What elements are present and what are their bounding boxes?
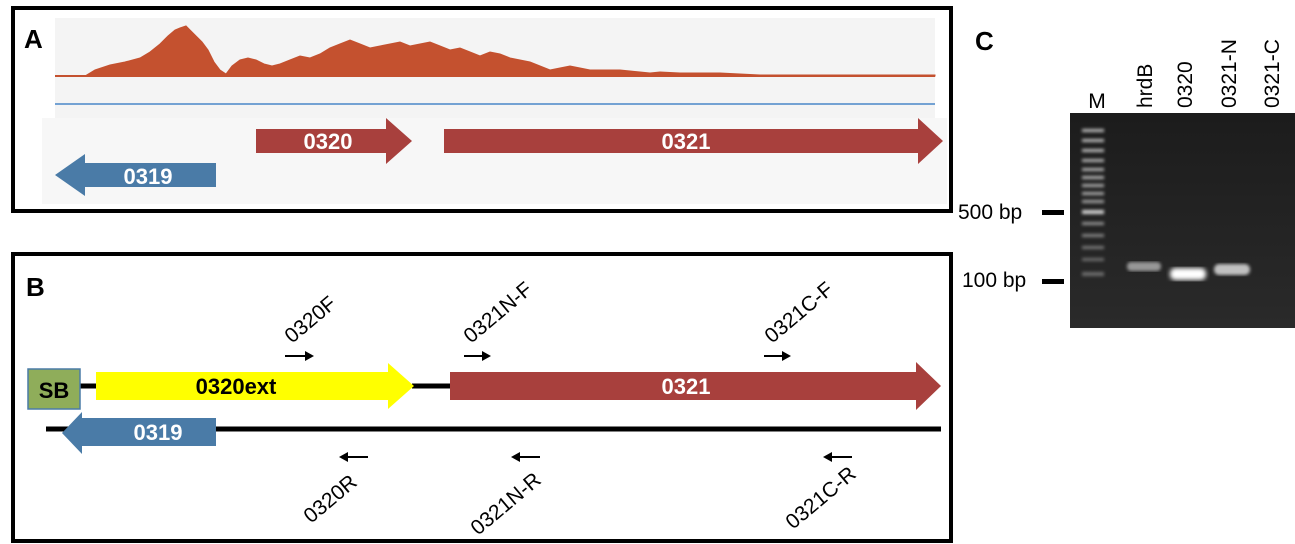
primer-0321c-r-label: 0321C-R (781, 462, 860, 534)
sb-label: SB (39, 378, 70, 403)
panel-c: C M hrdB 0320 0321-N 0321-C (958, 26, 1295, 328)
lane-label-0321n: 0321-N (1218, 39, 1241, 108)
marker-label-500bp: 500 bp (958, 201, 1022, 224)
primer-0320r-arrow (339, 452, 368, 462)
lane-label-m: M (1088, 90, 1106, 113)
marker-tick-100bp (1042, 279, 1064, 284)
primer-0321n-f-arrow (464, 351, 491, 361)
primer-0321c-f-arrow (764, 351, 791, 361)
primer-0321n-r-label: 0321N-R (466, 468, 545, 540)
panel-b-letter: B (26, 272, 45, 302)
rna-seq-coverage-profile (55, 25, 936, 77)
gene-0319-label-b: 0319 (134, 420, 183, 445)
primer-0320r-label: 0320R (299, 470, 361, 527)
gene-0320-label: 0320 (304, 129, 353, 154)
primer-0321c-f-label: 0321C-F (760, 278, 837, 348)
gene-0319-label: 0319 (124, 164, 173, 189)
marker-tick-500bp (1042, 210, 1064, 215)
gene-0319-arrow (55, 154, 216, 196)
primer-0321n-r-arrow (511, 452, 540, 462)
lane-label-0321c: 0321-C (1261, 39, 1284, 108)
gene-0319-arrow-b (62, 412, 216, 454)
gene-0320ext-arrow (96, 363, 414, 409)
band-0321n (1214, 264, 1250, 275)
sb-box (27, 368, 81, 410)
gene-0320ext-label: 0320ext (196, 374, 277, 399)
band-0320 (1170, 268, 1206, 280)
ladder-lane (1082, 129, 1104, 276)
primer-0320f-label: 0320F (280, 292, 340, 348)
panel-b: B SB 0320ext 0321 0319 (11, 252, 953, 543)
gene-0321-arrow-b (450, 362, 941, 410)
primer-0320f-arrow (285, 351, 314, 361)
gene-0321-label-b: 0321 (662, 374, 711, 399)
gene-0321-label: 0321 (662, 129, 711, 154)
agarose-gel (1070, 113, 1295, 328)
lane-label-hrdb: hrdB (1134, 64, 1157, 108)
primer-0321n-f-label: 0321N-F (459, 278, 536, 348)
panel-b-frame (11, 252, 953, 543)
panel-a: A 0319 0320 0321 (11, 6, 953, 213)
band-hrdb (1127, 262, 1161, 271)
panel-a-letter: A (24, 24, 43, 54)
lane-label-0320: 0320 (1174, 61, 1197, 108)
panel-c-letter: C (975, 26, 994, 56)
panel-a-frame (11, 6, 953, 213)
gene-0321-arrow (444, 118, 943, 164)
gene-0320-arrow (256, 118, 412, 164)
marker-label-100bp: 100 bp (962, 269, 1026, 292)
primer-0321c-r-arrow (823, 452, 852, 462)
